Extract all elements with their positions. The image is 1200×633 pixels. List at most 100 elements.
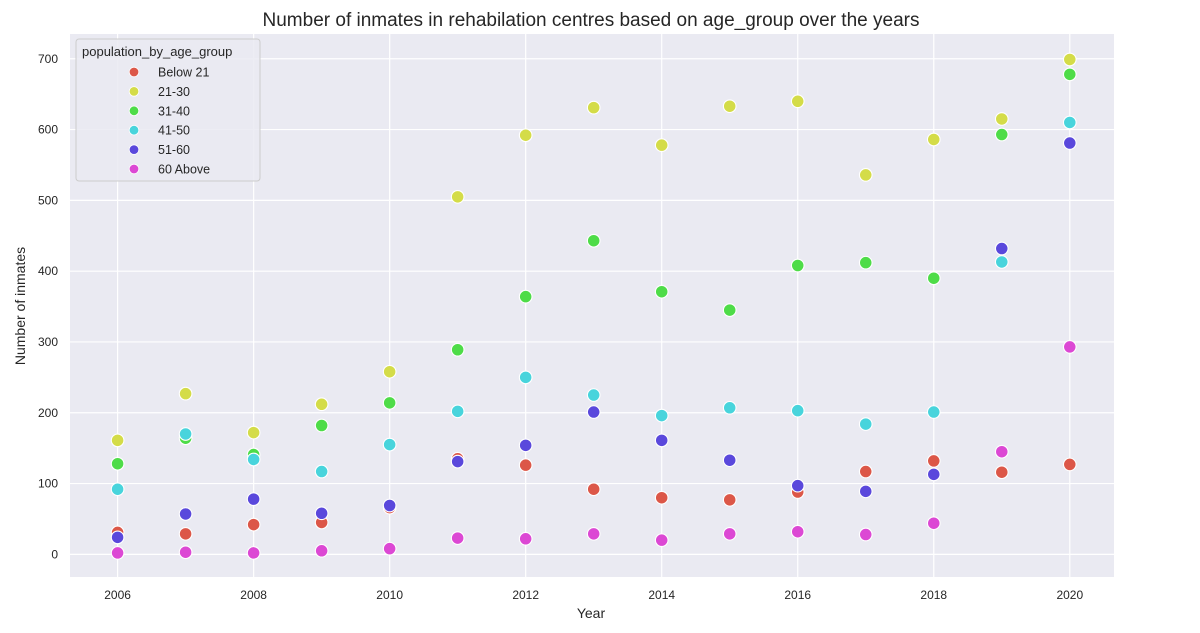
data-point <box>382 437 397 452</box>
legend-label: 60 Above <box>158 163 210 177</box>
legend-label: 41-50 <box>158 124 190 138</box>
x-tick-label: 2016 <box>784 588 811 602</box>
data-point <box>994 465 1009 480</box>
data-point <box>586 100 601 115</box>
y-tick-label: 200 <box>38 406 58 420</box>
legend-label: 21-30 <box>158 85 190 99</box>
data-point <box>110 530 125 545</box>
data-point <box>450 342 465 357</box>
data-point <box>246 425 261 440</box>
legend-title: population_by_age_group <box>82 44 232 59</box>
data-point <box>518 531 533 546</box>
data-point <box>994 112 1009 126</box>
y-tick-label: 600 <box>38 123 58 137</box>
data-point <box>722 400 737 415</box>
data-point <box>518 438 533 453</box>
data-point <box>178 427 193 441</box>
data-point <box>722 453 737 468</box>
data-point <box>246 492 261 506</box>
series-group <box>110 136 1077 545</box>
axis-ticks: 2006 2008 2010 2012 2014 2016 2018 2020 0 100 200 3… <box>38 52 1083 602</box>
x-axis-label: Year <box>577 605 606 621</box>
data-point <box>858 484 873 499</box>
data-point <box>450 189 465 204</box>
data-point <box>858 464 873 479</box>
x-tick-label: 2006 <box>104 588 131 602</box>
data-point <box>722 526 737 541</box>
data-point <box>314 543 329 558</box>
data-point <box>654 138 669 152</box>
data-point <box>586 233 601 248</box>
data-point <box>926 132 941 147</box>
data-point <box>994 444 1009 459</box>
data-point <box>246 517 261 532</box>
x-tick-label: 2018 <box>920 588 947 602</box>
data-point <box>926 467 941 482</box>
y-tick-label: 100 <box>38 477 58 491</box>
data-point <box>518 458 533 472</box>
data-point <box>518 370 533 385</box>
data-point <box>858 168 873 182</box>
data-point <box>382 541 397 556</box>
data-point <box>178 386 193 401</box>
data-point <box>1062 115 1077 130</box>
data-point <box>722 99 737 114</box>
x-tick-label: 2010 <box>376 588 403 602</box>
legend-marker <box>128 105 140 117</box>
data-points <box>110 52 1077 560</box>
series-group <box>110 340 1077 560</box>
data-point <box>926 454 941 468</box>
data-point <box>994 255 1009 269</box>
data-point <box>654 433 669 448</box>
data-point <box>586 526 601 541</box>
data-point <box>1062 340 1077 354</box>
y-tick-label: 300 <box>38 335 58 349</box>
data-point <box>450 454 465 469</box>
data-point <box>654 533 669 548</box>
data-point <box>382 395 397 410</box>
data-point <box>518 128 533 143</box>
data-point <box>314 506 329 521</box>
data-point <box>450 404 465 419</box>
y-tick-label: 400 <box>38 264 58 278</box>
legend-marker <box>128 144 140 155</box>
data-point <box>926 271 941 286</box>
data-point <box>858 417 873 431</box>
legend-marker <box>128 86 140 97</box>
data-point <box>654 408 669 423</box>
data-point <box>654 284 669 299</box>
x-tick-label: 2020 <box>1056 588 1083 602</box>
series-group <box>110 115 1077 497</box>
data-point <box>178 526 193 541</box>
data-point <box>790 94 805 109</box>
legend-label: Below 21 <box>158 66 209 80</box>
data-point <box>586 405 601 419</box>
data-point <box>110 482 125 497</box>
data-point <box>110 546 125 560</box>
x-tick-label: 2008 <box>240 588 267 602</box>
legend-label: 51-60 <box>158 143 190 157</box>
data-point <box>994 241 1009 256</box>
data-point <box>178 507 193 521</box>
legend-label: 31-40 <box>158 104 190 118</box>
data-point <box>314 397 329 412</box>
data-point <box>790 478 805 493</box>
data-point <box>518 289 533 304</box>
chart-title: Number of inmates in rehabilation centre… <box>263 10 920 31</box>
data-point <box>110 456 125 471</box>
y-tick-label: 0 <box>51 547 58 561</box>
y-tick-label: 700 <box>38 52 58 66</box>
data-point <box>178 545 193 560</box>
y-axis-label: Number of inmates <box>12 247 28 365</box>
data-point <box>790 403 805 418</box>
data-point <box>790 258 805 273</box>
series-group <box>110 52 1077 448</box>
data-point <box>1062 457 1077 472</box>
data-point <box>654 490 669 505</box>
data-point <box>994 127 1009 142</box>
legend: population_by_age_group Below 21 21-30 31-… <box>75 38 261 182</box>
legend-marker <box>128 124 140 136</box>
data-point <box>926 405 941 419</box>
x-tick-label: 2014 <box>648 588 675 602</box>
